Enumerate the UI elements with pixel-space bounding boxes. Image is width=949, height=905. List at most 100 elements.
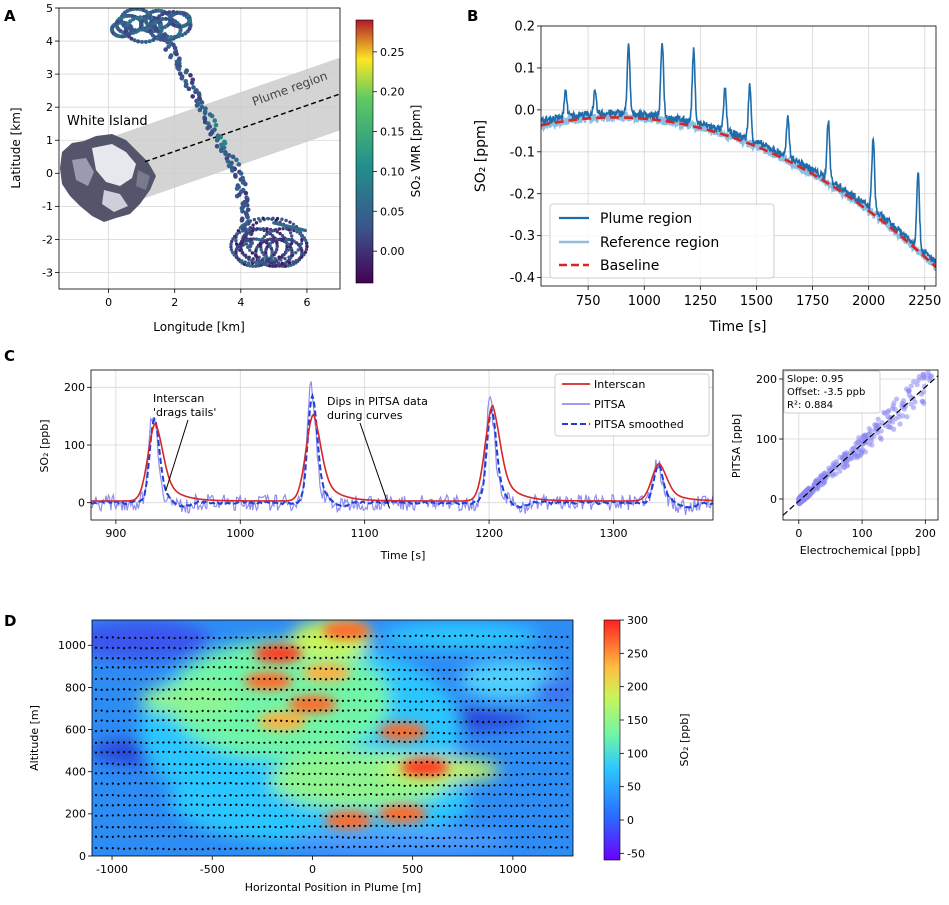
track-dot [454,836,457,839]
track-dot [94,814,98,817]
track-dot [364,793,367,796]
track-dot [498,668,502,671]
flight-track-dots [94,634,569,851]
track-dot [151,719,154,722]
track-dot [139,782,143,785]
track-dot [302,699,305,702]
track-dot [173,771,176,774]
track-dot [280,730,283,733]
track-dot [218,637,221,640]
track-point [163,11,168,16]
track-dot [324,698,328,702]
track-dot [425,720,429,723]
track-dot [263,814,266,817]
track-dot [252,804,255,807]
track-point [244,242,249,246]
track-dot [347,784,350,787]
track-dot [201,697,204,700]
track-dot [504,773,507,776]
track-dot [223,688,227,691]
track-dot [465,740,468,743]
track-dot [386,836,389,839]
track-dot [437,669,440,672]
panel-d-xlabel: Horizontal Position in Plume [m] [245,881,421,894]
panel-a-xlabel: Longitude [km] [153,320,245,334]
track-dot [459,752,462,755]
track-dot [134,763,137,766]
track-dot [296,741,300,744]
track-dot [257,814,260,817]
track-dot [532,846,535,849]
track-dot [263,666,266,669]
track-dot [341,709,345,712]
track-dot [364,677,367,681]
track-dot [94,741,98,744]
panel-c-ylabel: SO₂ [ppb] [38,419,51,472]
track-point [273,260,277,264]
track-dot [167,813,171,817]
x-tick-label: 900 [105,527,126,540]
track-dot [268,762,272,765]
track-dot [94,729,98,733]
track-dot [425,815,429,819]
track-dot [386,634,389,638]
track-dot [392,752,395,755]
track-point [257,237,261,242]
track-dot [139,678,143,681]
track-dot [235,698,238,701]
track-dot [106,729,109,732]
track-dot [381,824,384,828]
track-dot [319,709,322,712]
track-point [254,261,258,266]
track-dot [207,656,210,660]
track-dot [285,804,288,807]
track-dot [308,762,311,765]
track-dot [549,751,552,754]
track-dot [381,688,384,691]
track-dot [549,699,552,702]
track-dot [100,688,103,691]
track-dot [386,645,389,649]
track-dot [364,804,367,807]
track-dot [425,634,429,637]
colorbar-tick-label: 200 [627,681,648,694]
track-dot [94,719,98,723]
track-dot [336,635,339,638]
track-dot [549,793,552,796]
track-dot [246,741,249,744]
track-dot [145,825,148,829]
track-point [240,251,245,255]
track-dot [527,668,530,671]
track-dot [122,688,126,691]
track-dot [510,688,513,691]
track-dot [190,847,193,851]
track-dot [532,836,535,839]
track-dot [122,678,126,681]
track-dot [527,846,530,849]
track-dot [280,741,283,744]
track-dot [504,804,507,807]
track-dot [521,740,524,743]
track-dot [560,815,563,818]
track-point [208,131,213,137]
track-dot [122,729,126,732]
track-point [229,248,234,252]
track-point [202,110,208,116]
track-dot [521,688,524,691]
track-dot [139,741,143,744]
track-dot [296,698,300,701]
track-dot [263,697,266,701]
track-dot [521,845,524,849]
track-dot [212,826,215,829]
track-dot [212,803,215,806]
track-point [236,245,240,249]
track-dot [291,709,294,712]
track-dot [195,697,199,701]
scatter-point [858,437,864,443]
so2-hotspot [324,811,373,830]
track-dot [397,784,401,787]
track-dot [207,688,210,691]
legend-pitsa-smoothed: PITSA smoothed [594,418,684,431]
track-dot [291,803,294,807]
track-dot [139,847,143,850]
